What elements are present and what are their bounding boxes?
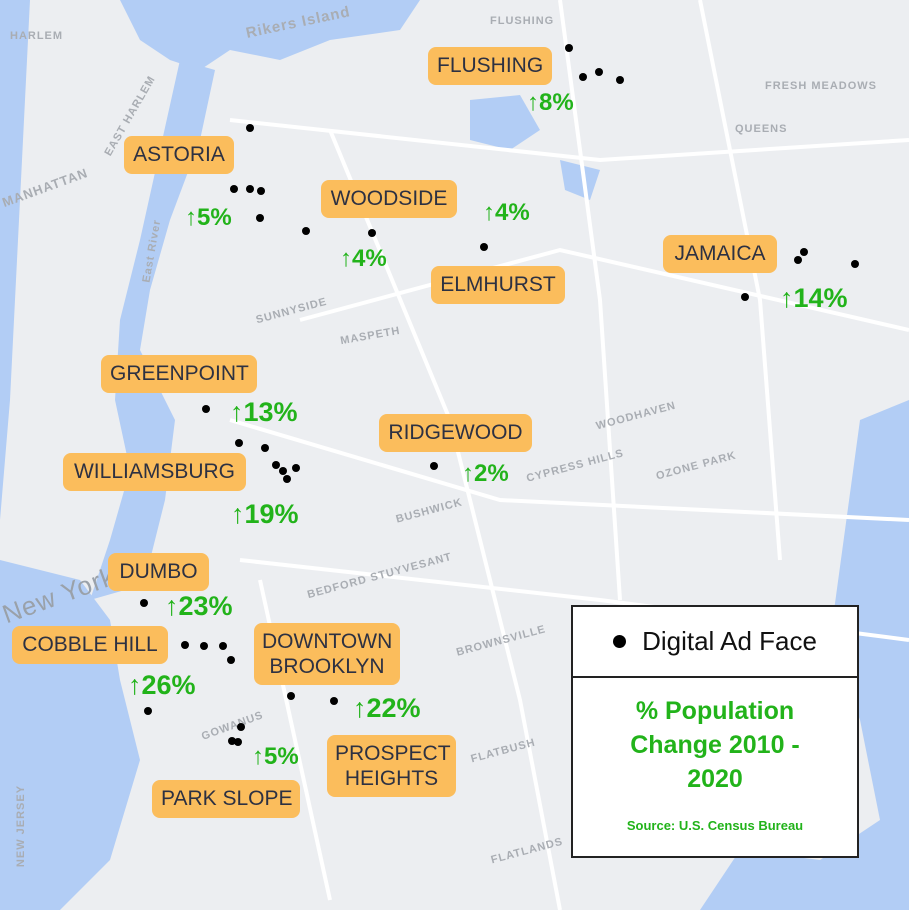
ad-face-dot[interactable] (202, 405, 210, 413)
change-dumbo: ↑23% (165, 591, 233, 621)
basemap-label: FLUSHING (490, 15, 555, 27)
label-park-slope[interactable]: PARK SLOPE (152, 780, 300, 818)
ad-face-dot[interactable] (579, 73, 587, 81)
change-downtown-brooklyn: ↑22% (353, 693, 421, 723)
ad-face-dot[interactable] (430, 462, 438, 470)
ad-face-dot[interactable] (235, 439, 243, 447)
ad-face-dot[interactable] (200, 642, 208, 650)
change-woodside: ↑4% (340, 245, 387, 272)
basemap-label: FRESH MEADOWS (765, 80, 877, 92)
change-greenpoint: ↑13% (230, 397, 298, 427)
ad-face-dot[interactable] (219, 642, 227, 650)
change-flushing: ↑8% (527, 89, 574, 116)
ad-face-dot-icon (613, 635, 627, 648)
ad-face-dot[interactable] (595, 68, 603, 76)
ad-face-dot[interactable] (272, 461, 280, 469)
ad-face-dot[interactable] (257, 187, 265, 195)
ad-face-dot[interactable] (261, 444, 269, 452)
label-ridgewood[interactable]: RIDGEWOOD (379, 414, 532, 452)
label-jamaica[interactable]: JAMAICA (663, 235, 777, 273)
label-woodside[interactable]: WOODSIDE (321, 180, 457, 218)
legend: Digital Ad Face % Population Change 2010… (571, 605, 859, 858)
label-flushing[interactable]: FLUSHING (428, 47, 552, 85)
ad-face-dot[interactable] (287, 692, 295, 700)
ad-face-dot[interactable] (256, 214, 264, 222)
ad-face-dot[interactable] (616, 76, 624, 84)
label-downtown-brooklyn[interactable]: DOWNTOWN BROOKLYN (254, 623, 400, 685)
ad-face-dot[interactable] (565, 44, 573, 52)
change-williamsburg: ↑19% (231, 499, 299, 529)
label-astoria[interactable]: ASTORIA (124, 136, 234, 174)
ad-face-dot[interactable] (237, 723, 245, 731)
label-greenpoint[interactable]: GREENPOINT (101, 355, 257, 393)
basemap-label: QUEENS (735, 123, 788, 135)
change-astoria: ↑5% (185, 204, 232, 231)
label-prospect-heights[interactable]: PROSPECT HEIGHTS (327, 735, 456, 797)
ad-face-dot[interactable] (800, 248, 808, 256)
label-williamsburg[interactable]: WILLIAMSBURG (63, 453, 246, 491)
basemap-label: NEW JERSEY (15, 784, 28, 868)
basemap-label: HARLEM (10, 30, 64, 42)
ad-face-dot[interactable] (480, 243, 488, 251)
change-cobble-hill: ↑26% (128, 670, 196, 700)
ad-face-dot[interactable] (279, 467, 287, 475)
ad-face-dot[interactable] (246, 185, 254, 193)
ad-face-dot[interactable] (741, 293, 749, 301)
legend-marker-label: Digital Ad Face (642, 626, 817, 656)
legend-source: Source: U.S. Census Bureau (626, 818, 804, 833)
label-cobble-hill[interactable]: COBBLE HILL (12, 626, 168, 664)
ad-face-dot[interactable] (330, 697, 338, 705)
ad-face-dot[interactable] (227, 656, 235, 664)
ad-face-dot[interactable] (246, 124, 254, 132)
ad-face-dot[interactable] (368, 229, 376, 237)
ad-face-dot[interactable] (230, 185, 238, 193)
ad-face-dot[interactable] (181, 641, 189, 649)
label-elmhurst[interactable]: ELMHURST (431, 266, 565, 304)
change-prospect-heights: ↑5% (252, 743, 299, 770)
ad-face-dot[interactable] (302, 227, 310, 235)
ad-face-dot[interactable] (140, 599, 148, 607)
legend-title: % Population Change 2010 - 2020 (630, 697, 800, 793)
ad-face-dot[interactable] (228, 737, 236, 745)
change-ridgewood: ↑2% (462, 460, 509, 487)
change-jamaica: ↑14% (780, 283, 848, 313)
change-elmhurst: ↑4% (483, 199, 530, 226)
ad-face-dot[interactable] (851, 260, 859, 268)
ad-face-dot[interactable] (283, 475, 291, 483)
ad-face-dot[interactable] (144, 707, 152, 715)
ad-face-dot[interactable] (234, 738, 242, 746)
label-dumbo[interactable]: DUMBO (108, 553, 209, 591)
ad-face-dot[interactable] (292, 464, 300, 472)
ad-face-dot[interactable] (794, 256, 802, 264)
legend-marker-row: Digital Ad Face (573, 607, 857, 678)
